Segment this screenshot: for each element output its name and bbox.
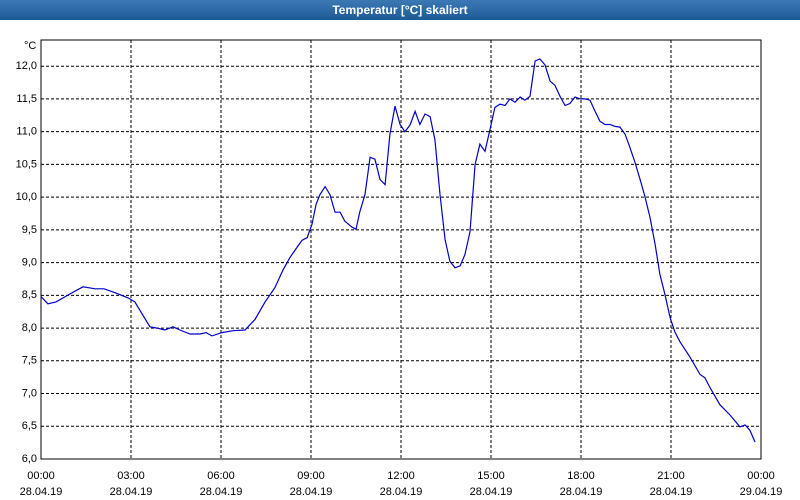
x-tick-label: 06:00 28.04.19 (199, 470, 243, 498)
x-tick-label: 09:00 28.04.19 (289, 470, 333, 498)
x-tick-label: 03:00 28.04.19 (109, 470, 153, 498)
y-tick-label: 6,0 (22, 453, 37, 465)
y-tick-label: 7,0 (22, 387, 37, 399)
y-tick-label: 8,0 (22, 322, 37, 334)
y-tick-label: 12,0 (16, 60, 37, 72)
y-tick-label: 11,5 (16, 93, 37, 105)
x-tick-label: 18:00 28.04.19 (559, 470, 603, 498)
temperature-line (40, 58, 756, 443)
plot-border (40, 39, 762, 460)
y-tick-label: 8,5 (22, 289, 37, 301)
y-tick-label: 7,5 (22, 355, 37, 367)
y-axis-unit: °C (24, 40, 36, 52)
y-tick-label: 9,5 (22, 224, 37, 236)
x-tick-label: 00:00 29.04.19 (739, 470, 783, 498)
x-tick-label: 12:00 28.04.19 (379, 470, 423, 498)
x-tick-label: 15:00 28.04.19 (469, 470, 513, 498)
x-tick-label: 21:00 28.04.19 (649, 470, 693, 498)
y-tick-label: 10,0 (16, 191, 37, 203)
x-tick-label: 00:00 28.04.19 (19, 470, 63, 498)
y-tick-label: 6,5 (22, 420, 37, 432)
chart-title: Temperatur [°C] skaliert (0, 0, 800, 20)
y-tick-label: 11,0 (16, 126, 37, 138)
y-tick-label: 10,5 (16, 158, 37, 170)
y-tick-label: 9,0 (22, 257, 37, 269)
